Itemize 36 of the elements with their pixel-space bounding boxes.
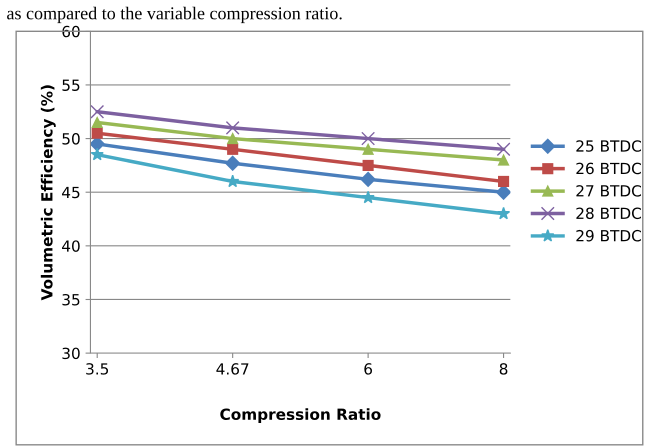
point [496,142,510,156]
legend-label: 29 BTDC [576,230,641,242]
y-axis-title: Volumetric Efficiency (%) [40,85,56,300]
y-tick-label: 45 [62,186,80,198]
point [227,133,238,144]
point [226,120,240,135]
point [226,174,240,188]
point [362,144,374,155]
point [360,172,376,187]
point [90,148,104,160]
point [92,128,103,139]
x-axis-title: Compression Ratio [220,408,381,423]
legend-label: 25 BTDC [576,140,641,152]
legend-label: 26 BTDC [576,162,641,174]
point [496,206,510,220]
point [498,154,510,166]
x-tick-label: 3.5 [86,363,108,375]
x-tick-label: 4.67 [216,363,248,375]
y-tick-label: 30 [62,348,80,360]
text: as compared to the variable compression ratio. [7,6,342,24]
point [361,132,376,146]
point [90,104,104,119]
point [498,176,510,188]
point [362,160,374,171]
y-tick-label: 50 [62,133,80,145]
point [361,190,375,204]
x-tick-label: 6 [364,363,372,375]
x-tick-label: 8 [500,363,508,375]
legend-label: 28 BTDC [576,208,641,220]
y-tick-label: 55 [62,80,80,91]
legend-label: 27 BTDC [576,185,641,197]
y-tick-label: 35 [62,294,80,306]
y-tick-label: 40 [62,240,80,252]
point [227,144,238,155]
point [92,116,103,128]
point [225,156,240,171]
